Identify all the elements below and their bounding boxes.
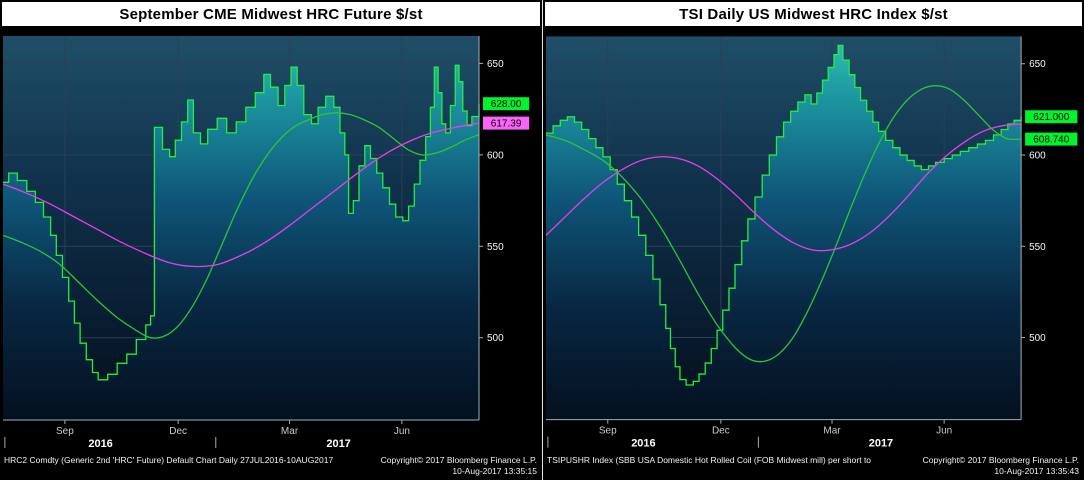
- x-tick-label: Dec: [712, 426, 730, 437]
- cme-footer-line2: 10-Aug-2017 13:35:15: [4, 466, 537, 477]
- tsi-security-description: TSIPUSHR Index (SBB USA Domestic Hot Rol…: [547, 455, 872, 465]
- price-area-fill: [3, 65, 479, 421]
- ma-line-2: [2, 122, 480, 268]
- chart-title-tsi: TSI Daily US Midwest HRC Index $/st: [679, 5, 948, 23]
- tsi-timestamp: 10-Aug-2017 13:35:43: [994, 466, 1079, 477]
- price-area-fill: [545, 45, 1022, 420]
- ma-line-1: [545, 85, 1022, 363]
- y-tick-label: 500: [1029, 333, 1046, 344]
- last-price-badge: [483, 97, 530, 111]
- last-price-badge-label: 628.00: [491, 99, 522, 110]
- ma-line-1: [2, 112, 480, 339]
- x-tick-label: Dec: [169, 426, 187, 437]
- last-price-badge-label: 617.39: [491, 119, 522, 130]
- tsi-price-chart[interactable]: 500 550 600 650 Sep Dec Mar Jun 2016 2017 621.000 6…: [543, 28, 1084, 452]
- price-step-line: [3, 64, 480, 381]
- tsi-footer-line1: TSIPUSHR Index (SBB USA Domestic Hot Rol…: [547, 455, 1079, 466]
- cme-price-chart[interactable]: 500 550 600 650 Sep Dec Mar Jun 2016 2017 628.00 61…: [0, 28, 542, 452]
- panel-tsi-index: TSI Daily US Midwest HRC Index $/st 500 5…: [542, 0, 1084, 480]
- cme-title-bar: September CME Midwest HRC Future $/st: [0, 0, 542, 28]
- x-tick-label: Mar: [281, 426, 299, 437]
- y-tick-label: 600: [487, 150, 504, 161]
- year-label: 2016: [88, 438, 112, 450]
- y-tick-label: 650: [487, 59, 504, 70]
- tsi-copyright-text: Copyright© 2017 Bloomberg Finance L.P.: [922, 455, 1079, 465]
- last-price-badge-label: 621.000: [1033, 112, 1069, 123]
- ma-line-2: [545, 123, 1022, 252]
- x-tick-label: Mar: [823, 426, 841, 437]
- cme-footer-line1: HRC2 Comdty (Generic 2nd 'HRC' Future) D…: [4, 455, 537, 466]
- axes: [3, 36, 483, 448]
- axes: [545, 36, 1026, 448]
- y-tick-label: 500: [487, 333, 504, 344]
- cme-chart-area: 500 550 600 650 Sep Dec Mar Jun 2016 2017 628.00 61…: [0, 28, 542, 480]
- x-tick-label: Sep: [56, 426, 74, 437]
- y-tick-label: 600: [1029, 151, 1046, 162]
- cme-security-description: HRC2 Comdty (Generic 2nd 'HRC' Future) D…: [4, 455, 334, 465]
- price-step-line: [545, 44, 1022, 386]
- last-price-badge-label: 608.740: [1033, 135, 1069, 146]
- tsi-title-bar: TSI Daily US Midwest HRC Index $/st: [543, 0, 1084, 28]
- panel-cme-future: September CME Midwest HRC Future $/st 50…: [0, 0, 542, 480]
- y-tick-label: 650: [1029, 59, 1046, 70]
- cme-copyright-text: Copyright© 2017 Bloomberg Finance L.P.: [380, 455, 537, 465]
- year-label: 2017: [326, 438, 350, 450]
- tsi-chart-area: 500 550 600 650 Sep Dec Mar Jun 2016 2017 621.000 6…: [543, 28, 1084, 480]
- tsi-footer-line2: 10-Aug-2017 13:35:43: [547, 466, 1079, 477]
- y-tick-label: 550: [1029, 242, 1046, 253]
- last-price-badge: [483, 116, 530, 130]
- year-label: 2017: [869, 438, 893, 450]
- x-tick-label: Sep: [599, 426, 617, 437]
- cme-timestamp: 10-Aug-2017 13:35:15: [452, 466, 537, 477]
- chart-title-cme: September CME Midwest HRC Future $/st: [119, 5, 423, 23]
- x-tick-label: Jun: [394, 426, 410, 437]
- x-tick-label: Jun: [936, 426, 952, 437]
- year-label: 2016: [631, 438, 655, 450]
- tsi-chart-footer: TSIPUSHR Index (SBB USA Domestic Hot Rol…: [543, 452, 1084, 480]
- last-price-badge: [1025, 132, 1078, 146]
- last-price-badge: [1025, 110, 1078, 124]
- cme-chart-footer: HRC2 Comdty (Generic 2nd 'HRC' Future) D…: [0, 452, 542, 480]
- y-tick-label: 550: [487, 242, 504, 253]
